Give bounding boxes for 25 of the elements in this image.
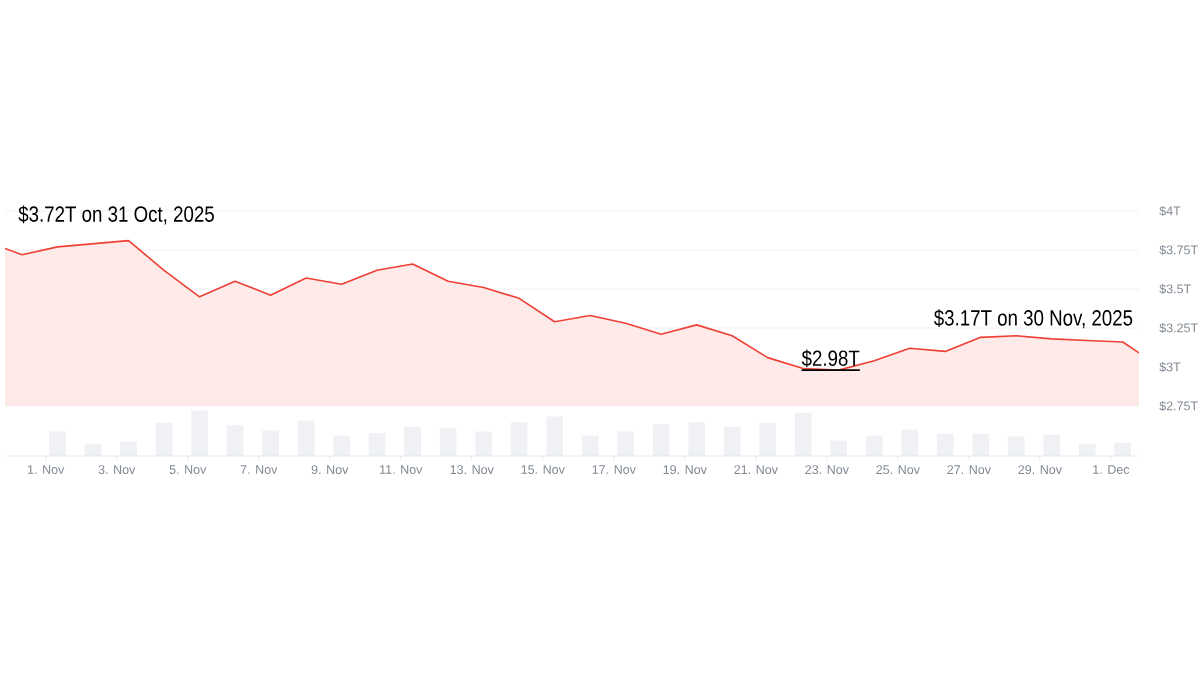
y-tick-label: $4T [1159,205,1181,217]
x-tick-label: 1. Nov [28,465,65,474]
annotation: $2.98T [801,349,860,368]
y-tick-label: $3.25T [1159,322,1198,334]
y-tick-label: $3.75T [1159,244,1198,256]
x-tick-label: 29. Nov [1018,465,1062,475]
x-tick-label: 27. Nov [947,465,991,475]
y-tick-label: $3.5T [1159,283,1191,295]
x-tick-label: 11. Nov [380,465,423,474]
x-tick-label: 25. Nov [876,465,920,475]
y-tick-label: $2.75T [1159,400,1198,412]
annotation: $3.72T on 31 Oct, 2025 [18,205,214,225]
x-tick-label: 13. Nov [450,465,494,475]
x-tick-label: 23. Nov [805,465,849,475]
x-tick-label: 3. Nov [98,465,136,475]
x-tick-label: 17. Nov [592,465,636,474]
x-tick-label: 7. Nov [240,465,278,474]
x-tick-label: 5. Nov [169,465,207,474]
x-tick-label: 19. Nov [663,465,707,475]
x-tick-label: 15. Nov [521,465,565,474]
y-tick-label: $3T [1159,361,1181,373]
x-tick-label: 21. Nov [734,465,778,475]
annotation: $3.17T on 30 Nov, 2025 [933,309,1133,329]
x-tick-label: 1. Dec [1093,465,1130,474]
x-tick-label: 9. Nov [311,465,349,475]
